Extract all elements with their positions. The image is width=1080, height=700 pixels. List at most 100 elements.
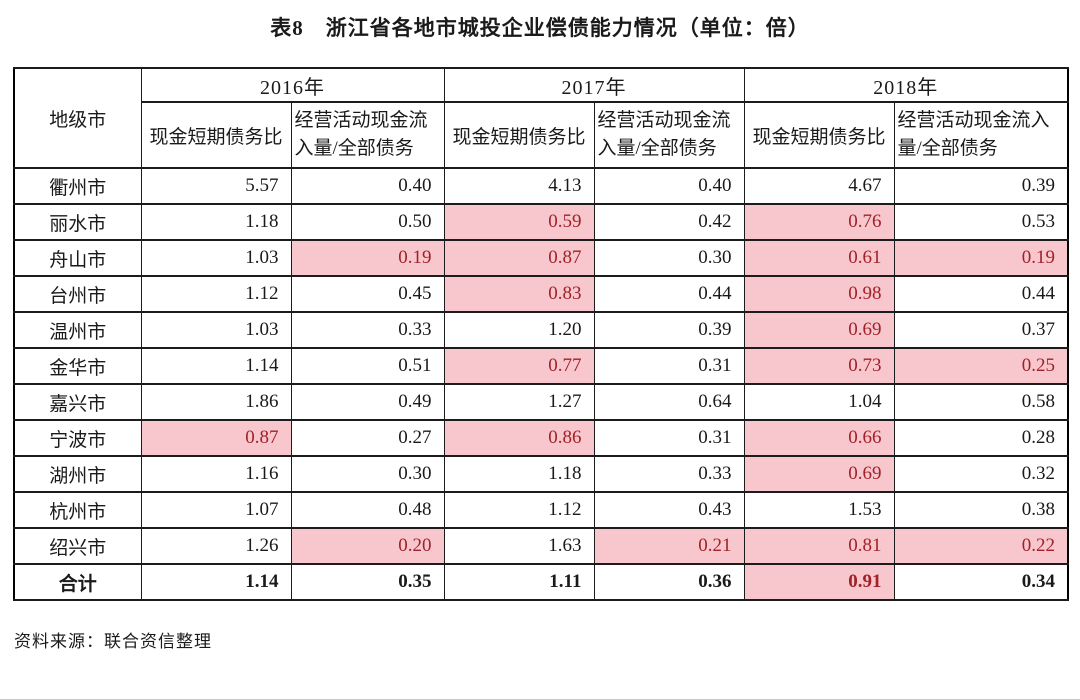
- value-cell: 0.33: [290, 311, 445, 349]
- value-cell: 1.26: [140, 527, 292, 565]
- city-name-cell: 杭州市: [13, 491, 142, 529]
- city-name-cell: 丽水市: [13, 203, 142, 241]
- value-cell: 1.18: [443, 455, 595, 493]
- city-name-cell: 绍兴市: [13, 527, 142, 565]
- value-cell-highlighted: 0.25: [893, 347, 1069, 385]
- value-cell: 0.51: [290, 347, 445, 385]
- value-cell: 1.03: [140, 239, 292, 277]
- value-cell: 0.27: [290, 419, 445, 457]
- corner-header-city: 地级市: [13, 67, 142, 169]
- header-op-cashflow-2017: 经营活动现金流入量/全部债务: [593, 101, 745, 169]
- value-cell: 0.31: [593, 419, 745, 457]
- table-body: 衢州市 5.57 0.40 4.13 0.40 4.67 0.39 丽水市 1.18 0.50 0.…: [13, 167, 1069, 601]
- value-cell: 0.32: [893, 455, 1069, 493]
- value-cell: 1.27: [443, 383, 595, 421]
- value-cell-highlighted: 0.77: [443, 347, 595, 385]
- table-row: 丽水市 1.18 0.50 0.59 0.42 0.76 0.53: [13, 203, 1069, 241]
- value-cell-highlighted: 0.86: [443, 419, 595, 457]
- value-cell-highlighted: 0.91: [743, 563, 895, 601]
- value-cell-highlighted: 0.81: [743, 527, 895, 565]
- value-cell: 1.86: [140, 383, 292, 421]
- value-cell: 1.63: [443, 527, 595, 565]
- value-cell: 0.49: [290, 383, 445, 421]
- table-row: 宁波市 0.87 0.27 0.86 0.31 0.66 0.28: [13, 419, 1069, 457]
- year-header-row: 地级市 2016年 2017年 2018年: [13, 67, 1069, 169]
- value-cell: 4.67: [743, 167, 895, 205]
- value-cell-highlighted: 0.83: [443, 275, 595, 313]
- table-row: 台州市 1.12 0.45 0.83 0.44 0.98 0.44: [13, 275, 1069, 313]
- value-cell-highlighted: 0.69: [743, 311, 895, 349]
- city-name-cell: 台州市: [13, 275, 142, 313]
- value-cell: 0.42: [593, 203, 745, 241]
- total-label-cell: 合计: [13, 563, 142, 601]
- value-cell: 0.37: [893, 311, 1069, 349]
- table-row: 温州市 1.03 0.33 1.20 0.39 0.69 0.37: [13, 311, 1069, 349]
- value-cell-highlighted: 0.22: [893, 527, 1069, 565]
- value-cell: 0.44: [893, 275, 1069, 313]
- value-cell: 0.64: [593, 383, 745, 421]
- value-cell: 1.11: [443, 563, 595, 601]
- value-cell: 0.31: [593, 347, 745, 385]
- value-cell: 1.53: [743, 491, 895, 529]
- value-cell: 1.18: [140, 203, 292, 241]
- value-cell: 0.53: [893, 203, 1069, 241]
- value-cell: 5.57: [140, 167, 292, 205]
- value-cell-highlighted: 0.87: [443, 239, 595, 277]
- value-cell: 4.13: [443, 167, 595, 205]
- value-cell: 1.07: [140, 491, 292, 529]
- city-name-cell: 衢州市: [13, 167, 142, 205]
- header-cash-short-debt-2016: 现金短期债务比: [140, 101, 292, 169]
- value-cell-highlighted: 0.61: [743, 239, 895, 277]
- header-cash-short-debt-2017: 现金短期债务比: [443, 101, 595, 169]
- value-cell: 1.12: [140, 275, 292, 313]
- value-cell-highlighted: 0.87: [140, 419, 292, 457]
- table-row: 杭州市 1.07 0.48 1.12 0.43 1.53 0.38: [13, 491, 1069, 529]
- value-cell: 0.34: [893, 563, 1069, 601]
- value-cell: 1.16: [140, 455, 292, 493]
- value-cell: 0.36: [593, 563, 745, 601]
- value-cell: 0.45: [290, 275, 445, 313]
- value-cell: 0.30: [290, 455, 445, 493]
- city-name-cell: 宁波市: [13, 419, 142, 457]
- table-header: 地级市 2016年 2017年 2018年 现金短期债务比 经营活动现金流入量/…: [13, 67, 1069, 169]
- value-cell-highlighted: 0.19: [290, 239, 445, 277]
- total-row: 合计 1.14 0.35 1.11 0.36 0.91 0.34: [13, 563, 1069, 601]
- header-op-cashflow-2016: 经营活动现金流入量/全部债务: [290, 101, 445, 169]
- value-cell: 1.14: [140, 563, 292, 601]
- city-name-cell: 湖州市: [13, 455, 142, 493]
- table-row: 衢州市 5.57 0.40 4.13 0.40 4.67 0.39: [13, 167, 1069, 205]
- value-cell: 1.20: [443, 311, 595, 349]
- year-header-2017: 2017年: [443, 67, 745, 103]
- city-name-cell: 嘉兴市: [13, 383, 142, 421]
- value-cell: 0.35: [290, 563, 445, 601]
- value-cell: 1.12: [443, 491, 595, 529]
- value-cell: 0.48: [290, 491, 445, 529]
- value-cell-highlighted: 0.69: [743, 455, 895, 493]
- value-cell: 0.40: [290, 167, 445, 205]
- value-cell-highlighted: 0.98: [743, 275, 895, 313]
- city-name-cell: 舟山市: [13, 239, 142, 277]
- table-row: 金华市 1.14 0.51 0.77 0.31 0.73 0.25: [13, 347, 1069, 385]
- value-cell: 1.14: [140, 347, 292, 385]
- header-op-cashflow-2018: 经营活动现金流入量/全部债务: [893, 101, 1069, 169]
- debt-capacity-table: 地级市 2016年 2017年 2018年 现金短期债务比 经营活动现金流入量/…: [13, 67, 1069, 601]
- value-cell-highlighted: 0.19: [893, 239, 1069, 277]
- value-cell: 0.33: [593, 455, 745, 493]
- value-cell-highlighted: 0.76: [743, 203, 895, 241]
- value-cell-highlighted: 0.73: [743, 347, 895, 385]
- source-note: 资料来源：联合资信整理: [14, 632, 212, 651]
- value-cell: 0.39: [893, 167, 1069, 205]
- city-name-cell: 金华市: [13, 347, 142, 385]
- table-row: 绍兴市 1.26 0.20 1.63 0.21 0.81 0.22: [13, 527, 1069, 565]
- value-cell: 0.58: [893, 383, 1069, 421]
- value-cell: 0.30: [593, 239, 745, 277]
- value-cell-highlighted: 0.66: [743, 419, 895, 457]
- header-cash-short-debt-2018: 现金短期债务比: [743, 101, 895, 169]
- value-cell-highlighted: 0.20: [290, 527, 445, 565]
- table-row: 舟山市 1.03 0.19 0.87 0.30 0.61 0.19: [13, 239, 1069, 277]
- value-cell: 0.43: [593, 491, 745, 529]
- metric-header-row: 现金短期债务比 经营活动现金流入量/全部债务 现金短期债务比 经营活动现金流入量…: [14, 101, 1069, 169]
- value-cell: 0.44: [593, 275, 745, 313]
- value-cell: 0.40: [593, 167, 745, 205]
- value-cell: 0.39: [593, 311, 745, 349]
